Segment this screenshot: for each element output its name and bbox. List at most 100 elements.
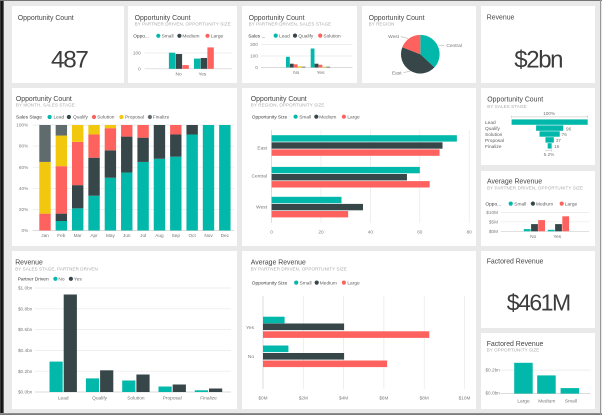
svg-text:No: No bbox=[247, 354, 253, 360]
svg-text:76: 76 bbox=[562, 132, 568, 137]
svg-text:5.2%: 5.2% bbox=[544, 152, 555, 157]
svg-text:Solution: Solution bbox=[127, 395, 145, 401]
svg-text:20%: 20% bbox=[19, 207, 28, 212]
svg-text:$6M: $6M bbox=[379, 395, 388, 400]
svg-text:Medium: Medium bbox=[536, 201, 553, 207]
svg-text:Average Revenue: Average Revenue bbox=[250, 260, 305, 267]
svg-text:Oppo...: Oppo... bbox=[485, 201, 501, 207]
svg-text:Qualify: Qualify bbox=[298, 33, 314, 39]
svg-text:Yes: Yes bbox=[74, 277, 82, 283]
svg-text:Average Revenue: Average Revenue bbox=[487, 178, 542, 185]
svg-text:Medium: Medium bbox=[319, 280, 336, 286]
svg-text:Opportunity Count: Opportunity Count bbox=[18, 15, 74, 22]
svg-text:Lead: Lead bbox=[485, 120, 496, 126]
svg-text:Opportunity Count: Opportunity Count bbox=[250, 96, 306, 103]
svg-text:No: No bbox=[530, 233, 536, 239]
svg-text:$0.2bn: $0.2bn bbox=[485, 367, 500, 372]
svg-text:Yes: Yes bbox=[246, 325, 254, 331]
svg-text:Central: Central bbox=[446, 43, 461, 49]
svg-text:Opportunity Count: Opportunity Count bbox=[16, 96, 72, 103]
svg-text:Opportunity Size: Opportunity Size bbox=[251, 280, 287, 286]
svg-text:$2bn: $2bn bbox=[514, 46, 562, 73]
svg-text:Aug: Aug bbox=[155, 233, 164, 238]
svg-text:$0.8bn: $0.8bn bbox=[18, 306, 33, 311]
svg-text:Large: Large bbox=[517, 398, 530, 404]
svg-text:Solution: Solution bbox=[323, 33, 341, 39]
svg-text:96: 96 bbox=[566, 126, 572, 131]
svg-text:$0.2bn: $0.2bn bbox=[18, 369, 33, 374]
svg-text:Qualify: Qualify bbox=[92, 395, 108, 401]
svg-text:Lead: Lead bbox=[279, 33, 290, 39]
svg-text:100%: 100% bbox=[543, 111, 555, 116]
svg-text:BY PARTNER DRIVEN, SALES STAGE: BY PARTNER DRIVEN, SALES STAGE bbox=[248, 22, 331, 27]
svg-text:Small: Small bbox=[299, 280, 311, 286]
svg-text:Opportunity Count: Opportunity Count bbox=[487, 96, 543, 103]
svg-text:100: 100 bbox=[250, 54, 258, 59]
svg-text:Jan: Jan bbox=[41, 233, 49, 238]
svg-text:$8M: $8M bbox=[419, 395, 428, 400]
svg-text:Yes: Yes bbox=[198, 71, 206, 77]
svg-text:Apr: Apr bbox=[90, 233, 98, 238]
svg-text:Sales Stage: Sales Stage bbox=[16, 115, 42, 121]
svg-text:200: 200 bbox=[250, 42, 258, 47]
svg-text:$4M: $4M bbox=[339, 395, 348, 400]
svg-text:Factored Revenue: Factored Revenue bbox=[487, 340, 544, 347]
svg-text:$461M: $461M bbox=[507, 289, 570, 315]
svg-text:40%: 40% bbox=[19, 186, 28, 191]
svg-text:Factored Revenue: Factored Revenue bbox=[487, 258, 544, 265]
svg-text:BY MONTH, SALES STAGE: BY MONTH, SALES STAGE bbox=[16, 102, 75, 107]
svg-text:Proposal: Proposal bbox=[485, 138, 504, 144]
svg-text:Yes: Yes bbox=[316, 70, 324, 76]
svg-text:$5M: $5M bbox=[489, 219, 498, 224]
svg-text:0%: 0% bbox=[22, 228, 29, 233]
svg-text:Opportunity Count: Opportunity Count bbox=[248, 15, 304, 22]
svg-text:100: 100 bbox=[133, 51, 141, 56]
svg-text:BY REGION, OPPORTUNITY SIZE: BY REGION, OPPORTUNITY SIZE bbox=[250, 102, 324, 107]
svg-text:Small: Small bbox=[162, 34, 174, 40]
svg-text:Proposal: Proposal bbox=[125, 115, 144, 121]
svg-text:No: No bbox=[176, 71, 182, 77]
svg-text:Oppo...: Oppo... bbox=[133, 34, 149, 40]
svg-text:BY PARTNER DRIVEN, OPPORTUNITY: BY PARTNER DRIVEN, OPPORTUNITY SIZE bbox=[250, 267, 346, 272]
svg-text:$1.0bn: $1.0bn bbox=[18, 286, 33, 291]
svg-text:Feb: Feb bbox=[57, 233, 65, 238]
svg-text:Oct: Oct bbox=[189, 233, 197, 238]
svg-text:Large: Large bbox=[565, 201, 578, 207]
svg-text:Qualify: Qualify bbox=[485, 126, 501, 132]
svg-text:BY OPPORTUNITY SIZE: BY OPPORTUNITY SIZE bbox=[487, 347, 540, 352]
svg-text:Small: Small bbox=[514, 201, 526, 207]
svg-text:Small: Small bbox=[565, 398, 577, 404]
svg-text:Nov: Nov bbox=[204, 233, 213, 238]
svg-text:Finalize: Finalize bbox=[153, 115, 170, 121]
svg-text:May: May bbox=[106, 233, 116, 238]
svg-text:Opportunity Count: Opportunity Count bbox=[135, 15, 191, 22]
svg-text:Sales ...: Sales ... bbox=[248, 33, 265, 39]
svg-text:20: 20 bbox=[318, 230, 324, 235]
svg-text:BY PARTNER DRIVEN, OPPORTUNITY: BY PARTNER DRIVEN, OPPORTUNITY SIZE bbox=[487, 185, 583, 190]
svg-text:Small: Small bbox=[299, 114, 311, 120]
svg-text:487: 487 bbox=[51, 47, 88, 74]
svg-text:Yes: Yes bbox=[553, 233, 561, 239]
svg-text:80%: 80% bbox=[19, 144, 28, 149]
svg-text:Large: Large bbox=[347, 114, 360, 120]
svg-text:Medium: Medium bbox=[319, 114, 336, 120]
svg-text:Solution: Solution bbox=[485, 132, 503, 138]
svg-text:West: West bbox=[256, 205, 268, 211]
svg-text:East: East bbox=[257, 145, 267, 151]
svg-text:East: East bbox=[392, 71, 402, 77]
svg-text:Jul: Jul bbox=[140, 233, 146, 238]
svg-text:BY PARTNER DRIVEN, OPPORTUNITY: BY PARTNER DRIVEN, OPPORTUNITY SIZE bbox=[135, 22, 231, 27]
svg-text:$0M: $0M bbox=[258, 395, 267, 400]
svg-text:16: 16 bbox=[554, 144, 560, 149]
svg-text:BY SALES STAGE, PARTNER DRIVEN: BY SALES STAGE, PARTNER DRIVEN bbox=[15, 267, 98, 272]
svg-text:$0.4bn: $0.4bn bbox=[18, 348, 33, 353]
svg-text:$10M: $10M bbox=[486, 210, 498, 215]
svg-text:Dec: Dec bbox=[221, 233, 230, 238]
svg-text:$0.0bn: $0.0bn bbox=[485, 390, 500, 395]
svg-text:Mar: Mar bbox=[74, 233, 83, 238]
svg-text:Central: Central bbox=[251, 174, 266, 180]
svg-text:Revenue: Revenue bbox=[15, 260, 43, 267]
svg-text:West: West bbox=[388, 34, 400, 40]
svg-text:Large: Large bbox=[211, 34, 224, 40]
svg-text:100%: 100% bbox=[16, 123, 28, 128]
